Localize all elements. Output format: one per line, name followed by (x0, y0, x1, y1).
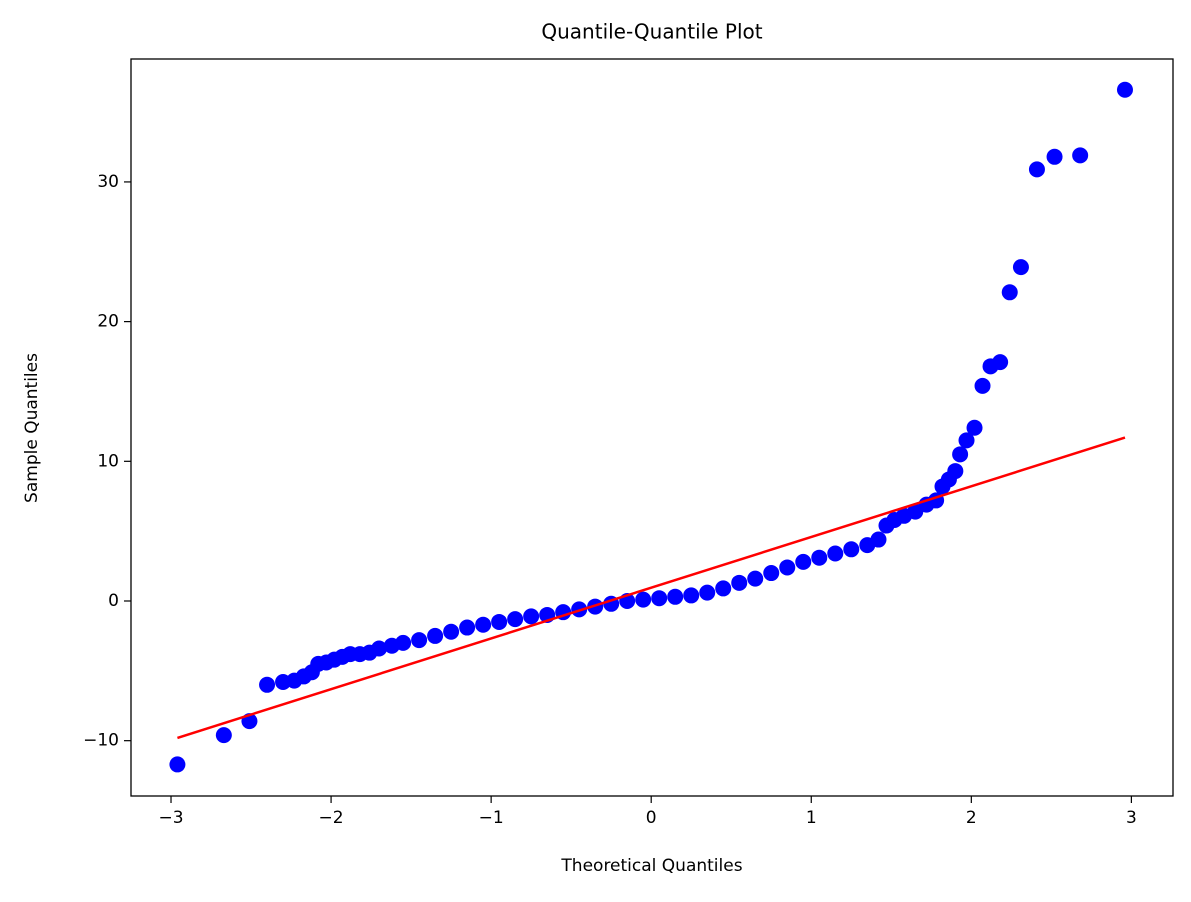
point (411, 632, 428, 649)
point (1116, 81, 1133, 98)
point (371, 640, 388, 657)
point (974, 377, 991, 394)
x-tick-label: 1 (806, 808, 817, 828)
point (1072, 147, 1089, 164)
point (395, 634, 412, 651)
point (843, 541, 860, 558)
y-tick-label: 20 (97, 312, 119, 332)
x-tick-label: 2 (966, 808, 977, 828)
point (731, 574, 748, 591)
point (443, 623, 460, 640)
y-tick-label: −10 (83, 731, 119, 751)
point (992, 354, 1009, 371)
point (952, 446, 969, 463)
point (958, 432, 975, 449)
x-tick-label: −1 (479, 808, 504, 828)
x-tick-label: 0 (646, 808, 657, 828)
point (763, 565, 780, 582)
point (507, 611, 524, 628)
point (215, 727, 232, 744)
plot-frame (130, 58, 1174, 797)
point (427, 627, 444, 644)
reference-line (177, 436, 1126, 740)
point (795, 553, 812, 570)
point (1001, 284, 1018, 301)
point (683, 587, 700, 604)
point (779, 559, 796, 576)
x-tick-label: −2 (319, 808, 344, 828)
point (169, 756, 186, 773)
point (747, 570, 764, 587)
point (259, 676, 276, 693)
point (459, 619, 476, 636)
point (715, 580, 732, 597)
point (1028, 161, 1045, 178)
point (651, 590, 668, 607)
x-axis-label: Theoretical Quantiles (560, 856, 742, 876)
point (870, 531, 887, 548)
point (635, 591, 652, 608)
x-tick-label: 3 (1126, 808, 1137, 828)
y-axis-label: Sample Quantiles (22, 353, 42, 503)
point (523, 608, 540, 625)
point (1012, 259, 1029, 276)
y-tick-label: 30 (97, 172, 119, 192)
point (811, 549, 828, 566)
point (947, 463, 964, 480)
y-tick-label: 10 (97, 451, 119, 471)
point (1046, 148, 1063, 165)
point (966, 419, 983, 436)
point (667, 588, 684, 605)
point (491, 613, 508, 630)
point (475, 616, 492, 633)
point (699, 584, 716, 601)
y-tick-label: 0 (108, 591, 119, 611)
chart-title: Quantile-Quantile Plot (541, 20, 762, 44)
point (827, 545, 844, 562)
x-tick-label: −3 (158, 808, 183, 828)
